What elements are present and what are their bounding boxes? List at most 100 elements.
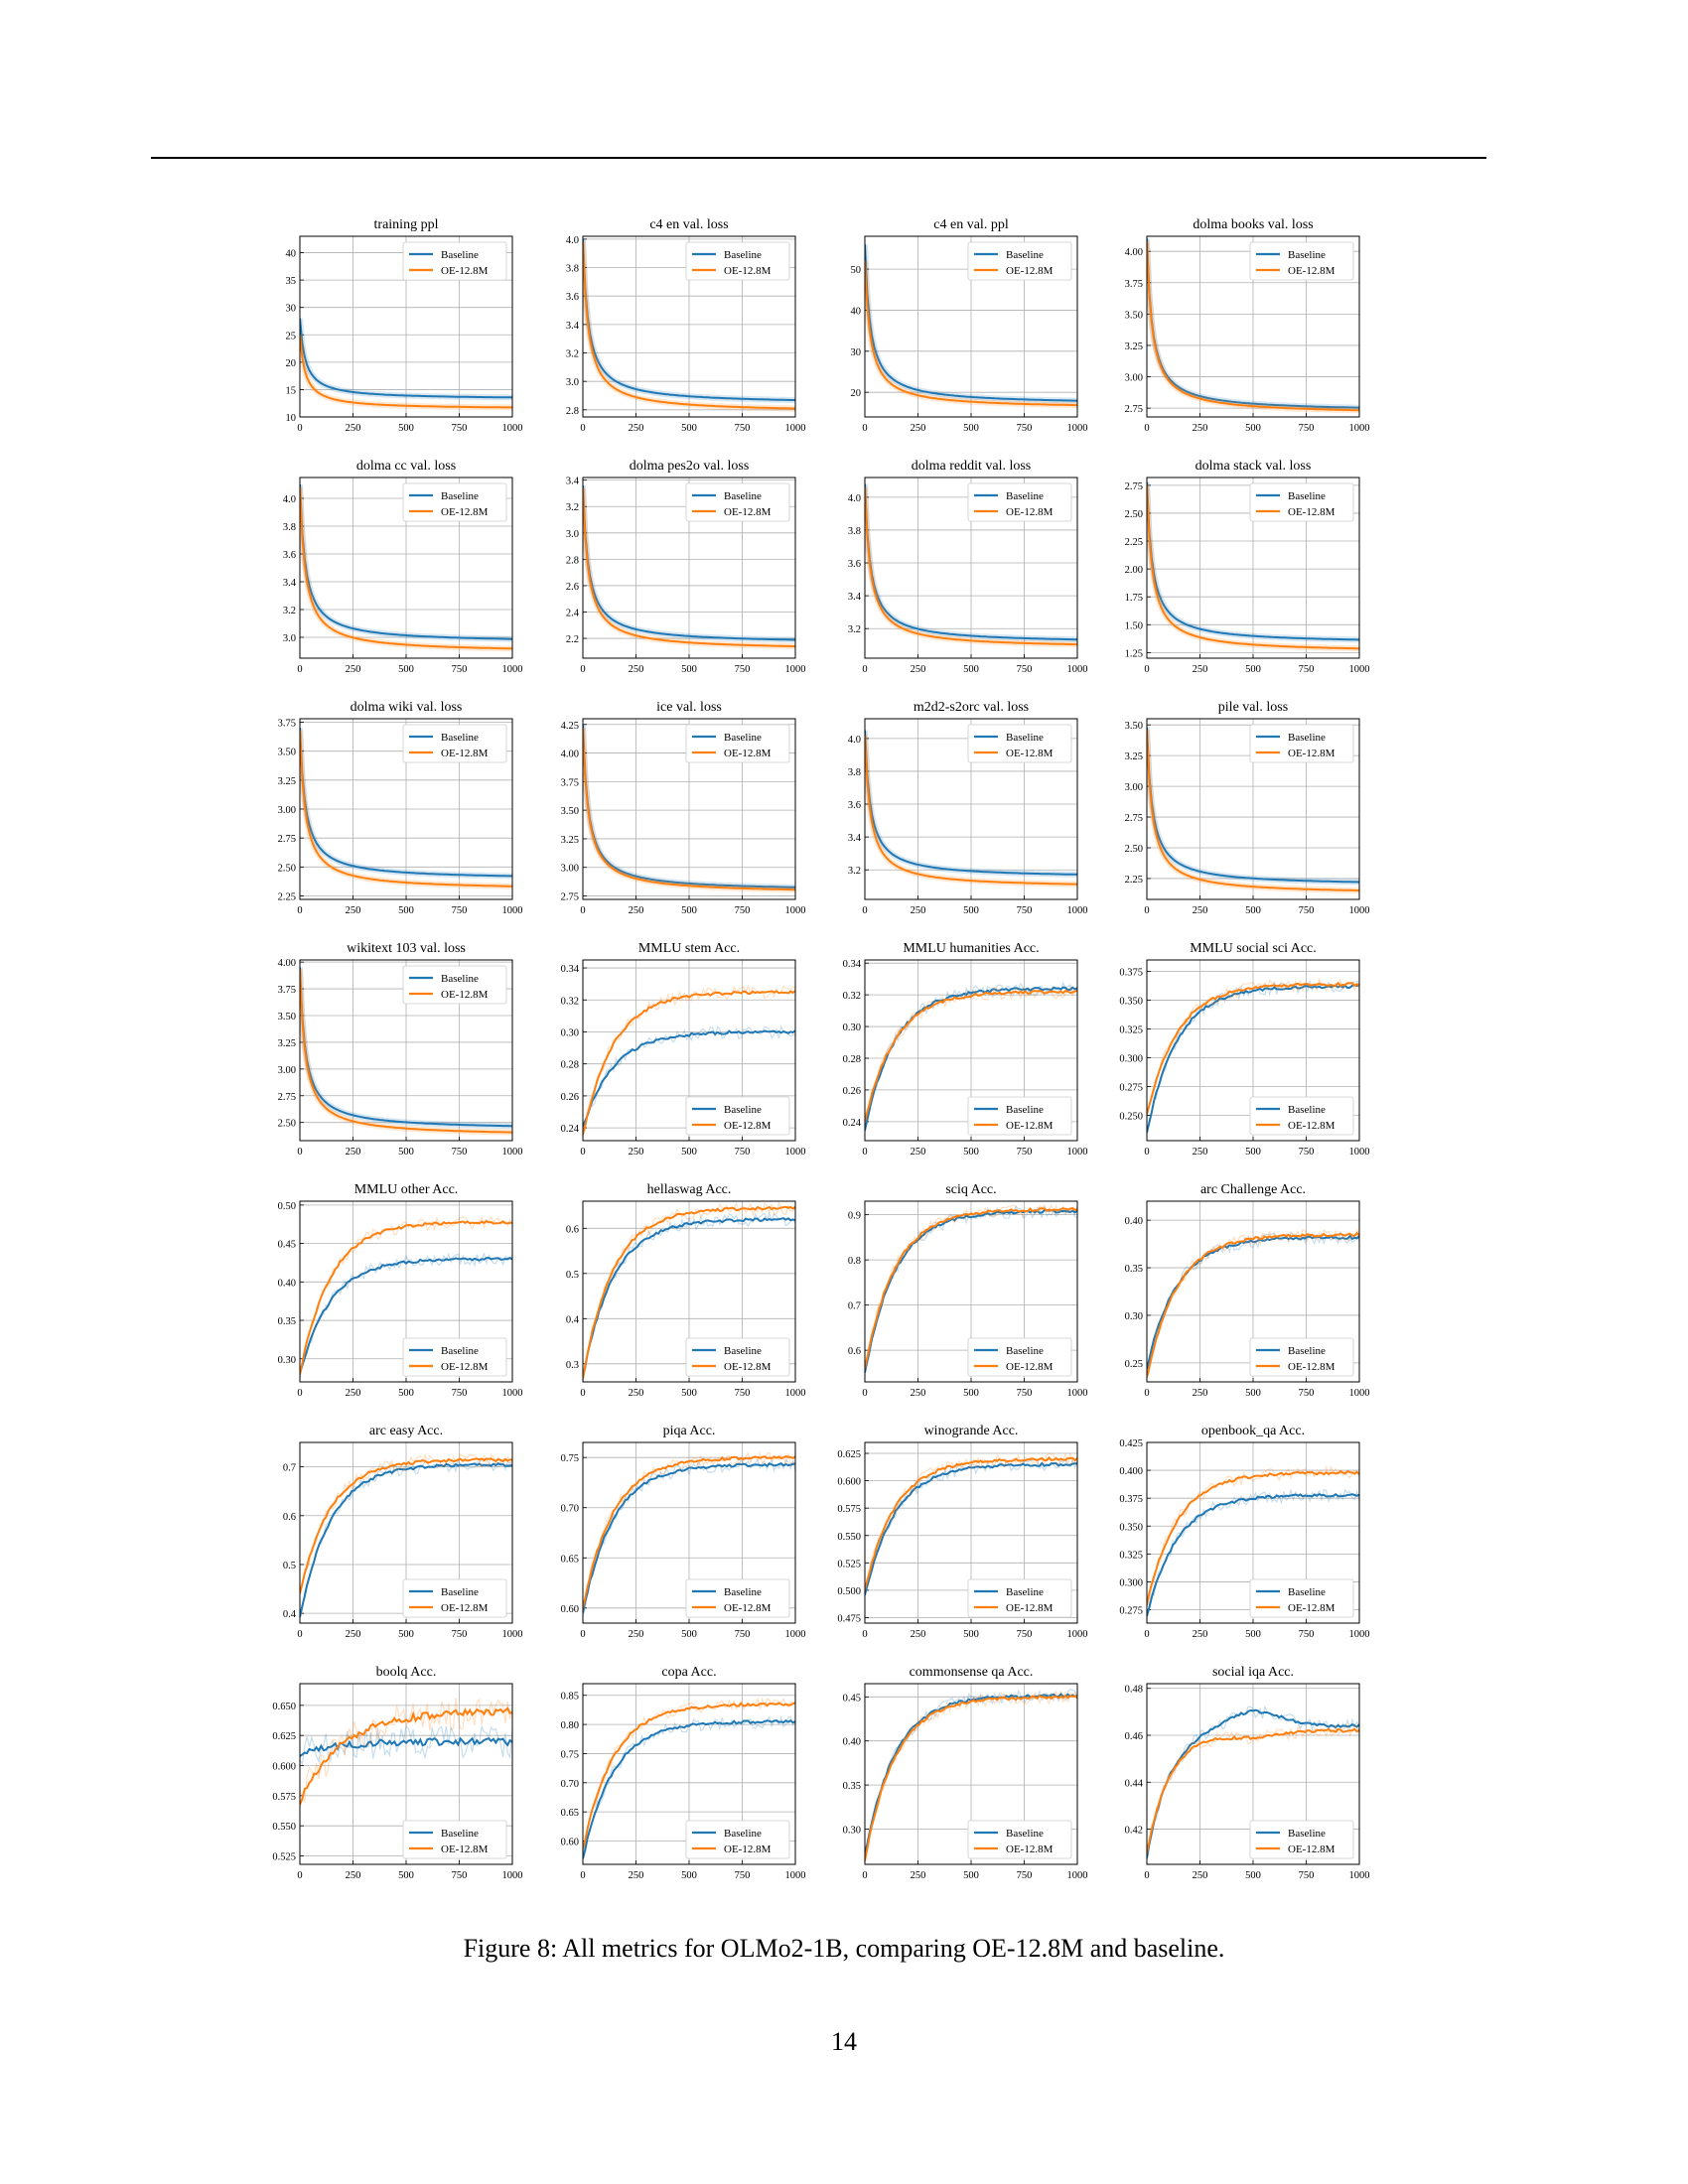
series-line [1147,1231,1359,1378]
top-rule [151,157,1486,159]
y-tick-label: 0.65 [561,1808,579,1819]
y-tick-label: 0.400 [1119,1466,1143,1477]
y-tick-label: 2.75 [278,1092,296,1103]
y-tick-label: 0.6 [848,1346,861,1357]
series-raw-line [1147,1722,1359,1855]
y-tick-label: 40 [286,249,297,260]
chart-title: dolma pes2o val. loss [630,459,750,474]
x-tick-label: 0 [862,1629,867,1640]
plot-frame [1146,1441,1360,1624]
chart-title: piqa Acc. [663,1424,716,1438]
x-tick-label: 250 [911,1388,926,1399]
series-line [583,484,795,641]
plot-frame [299,477,513,659]
y-tick-label: 0.70 [561,1779,579,1790]
chart-title: MMLU stem Acc. [638,941,740,956]
plot-frame [864,235,1078,418]
series-line [865,730,1077,876]
legend: Baseline OE-12.8M [967,1578,1072,1618]
chart-title: dolma reddit val. loss [912,459,1032,474]
x-tick-label: 750 [1017,1870,1033,1881]
plot-area [865,483,1077,648]
y-tick-label: 4.00 [561,750,579,760]
chart-title: openbook_qa Acc. [1201,1424,1305,1438]
chart-title: dolma stack val. loss [1196,459,1312,474]
plot-frame [864,1441,1078,1624]
x-tick-label: 1000 [1067,1870,1088,1881]
y-tick-label: 3.50 [278,1012,296,1023]
plot-area [1147,1464,1359,1620]
x-tick-label: 250 [629,905,644,916]
series-line [865,1455,1077,1589]
legend-label: OE-12.8M [724,1602,772,1614]
x-tick-label: 1000 [1349,1870,1370,1881]
legend-label: Baseline [1288,1828,1326,1840]
chart-panel: pile val. loss 2.25 2.50 2.75 3.00 3.25 3.50 0 2… [1125,700,1370,916]
chart-panel: ice val. loss 2.75 3.00 3.25 3.50 3.75 4.00 4.2… [561,700,806,916]
series-line [1147,1727,1359,1853]
x-tick-label: 750 [735,664,751,675]
chart-title: MMLU humanities Acc. [903,941,1039,956]
legend: Baseline OE-12.8M [685,241,790,281]
series-line [865,244,1077,402]
x-tick-label: 500 [398,1147,414,1158]
y-tick-label: 3.2 [848,866,861,877]
y-tick-label: 3.25 [561,835,579,846]
y-tick-label: 0.350 [1119,997,1143,1008]
y-tick-label: 2.75 [561,892,579,903]
y-tick-label: 4.0 [848,493,861,504]
y-tick-label: 0.70 [561,1504,579,1515]
series-line [1147,981,1359,1115]
legend: Baseline OE-12.8M [402,724,507,763]
plot-frame [299,235,513,418]
plot-area [1147,727,1359,893]
y-tick-label: 3.6 [848,800,861,811]
x-tick-label: 750 [1299,905,1315,916]
x-tick-label: 250 [346,423,361,434]
x-tick-label: 0 [580,1147,585,1158]
x-tick-label: 500 [963,664,979,675]
plot-area [1147,1228,1359,1379]
x-tick-label: 0 [297,664,302,675]
y-tick-label: 3.4 [848,833,862,844]
x-tick-label: 750 [735,1147,751,1158]
y-tick-label: 35 [286,276,297,287]
series-line [865,1695,1077,1861]
legend: Baseline OE-12.8M [1249,1820,1354,1859]
x-tick-label: 0 [862,905,867,916]
x-tick-label: 250 [1193,1388,1208,1399]
legend: Baseline OE-12.8M [967,724,1072,763]
x-tick-label: 1000 [785,664,806,675]
x-tick-label: 500 [681,1388,697,1399]
plot-area [865,1689,1077,1861]
x-tick-label: 1000 [502,905,523,916]
y-tick-label: 0.32 [561,996,579,1007]
chart-title: dolma wiki val. loss [351,700,463,715]
series-line [865,260,1077,407]
x-tick-label: 250 [911,905,926,916]
plot-frame [1146,235,1360,418]
series-line [300,730,512,887]
y-tick-label: 0.600 [837,1477,861,1488]
x-tick-label: 750 [452,1870,468,1881]
x-tick-label: 250 [1193,1870,1208,1881]
legend-label: OE-12.8M [724,1120,772,1132]
y-tick-label: 3.2 [283,606,296,616]
y-tick-label: 2.8 [566,555,579,566]
series-line [1147,1469,1359,1605]
y-tick-label: 0.625 [837,1449,861,1460]
plot-frame [582,235,796,418]
y-tick-label: 4.0 [848,735,861,746]
chart-title: ice val. loss [656,700,722,715]
y-tick-label: 0.3 [566,1360,579,1371]
x-tick-label: 500 [681,423,697,434]
x-tick-label: 250 [629,1870,644,1881]
chart-title: social iqa Acc. [1212,1665,1294,1680]
series-line [583,238,795,401]
x-tick-label: 0 [1144,1629,1149,1640]
y-tick-label: 2.4 [566,609,580,619]
legend: Baseline OE-12.8M [402,1578,507,1618]
x-tick-label: 250 [1193,423,1208,434]
series-line [865,989,1077,1123]
y-tick-label: 10 [286,413,297,424]
